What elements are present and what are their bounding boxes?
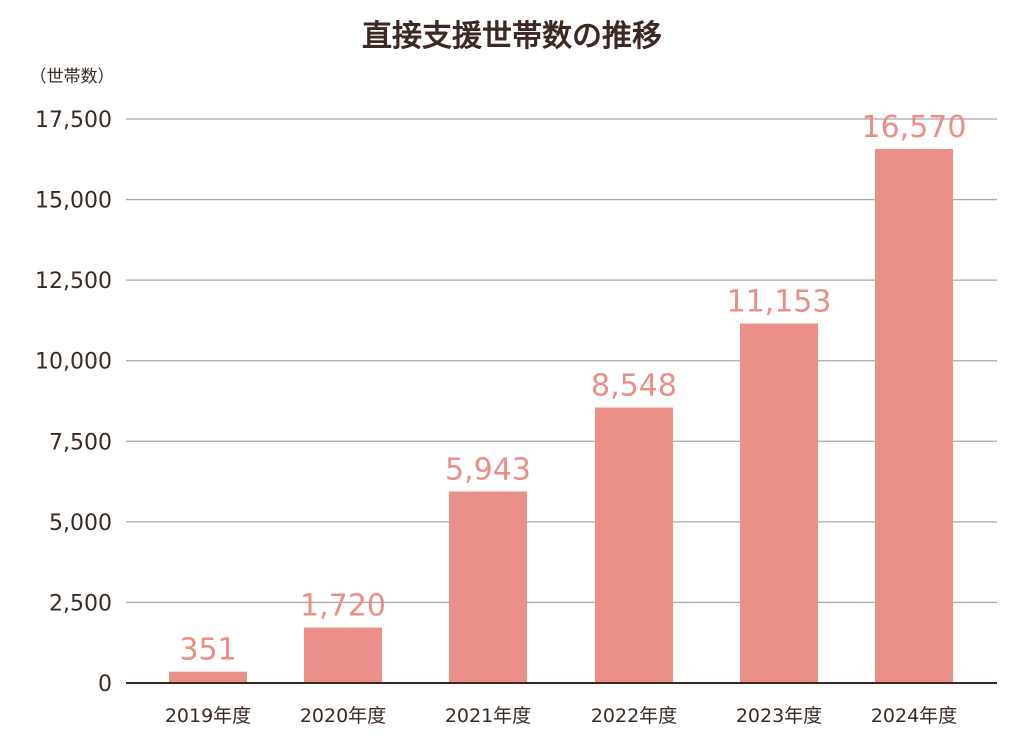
data-label: 1,720 [300, 589, 386, 624]
y-tick-label: 17,500 [35, 108, 112, 133]
data-label: 16,570 [862, 110, 967, 145]
bar [740, 323, 818, 683]
x-tick-label: 2022年度 [591, 705, 677, 727]
y-axis-unit-label: （世帯数） [30, 67, 115, 87]
bars [169, 148, 953, 684]
chart-title: 直接支援世帯数の推移 [362, 19, 662, 54]
y-axis-ticks: 0 2,500 5,000 7,500 10,000 12,500 15,000 17,500 [35, 108, 112, 697]
bar [595, 407, 673, 683]
bar [875, 148, 953, 684]
data-labels: 351 1,720 5,943 8,548 11,153 16,570 [179, 110, 966, 668]
grid-lines [126, 118, 997, 604]
bar [169, 671, 247, 683]
y-tick-label: 5,000 [49, 511, 112, 536]
y-tick-label: 0 [98, 672, 112, 697]
y-tick-label: 7,500 [49, 430, 112, 455]
data-label: 11,153 [727, 285, 832, 320]
x-tick-label: 2021年度 [445, 705, 531, 727]
x-axis-ticks: 2019年度 2020年度 2021年度 2022年度 2023年度 2024年度 [165, 705, 957, 727]
x-tick-label: 2024年度 [871, 705, 957, 727]
data-label: 5,943 [445, 452, 531, 487]
x-tick-label: 2023年度 [736, 705, 822, 727]
y-tick-label: 15,000 [35, 189, 112, 214]
data-label: 8,548 [591, 369, 677, 404]
y-tick-label: 2,500 [49, 591, 112, 616]
y-tick-label: 12,500 [35, 269, 112, 294]
bar [304, 627, 382, 683]
data-label: 351 [179, 633, 236, 668]
y-tick-label: 10,000 [35, 350, 112, 375]
x-tick-label: 2020年度 [300, 705, 386, 727]
x-tick-label: 2019年度 [165, 705, 251, 727]
bar [449, 491, 527, 683]
